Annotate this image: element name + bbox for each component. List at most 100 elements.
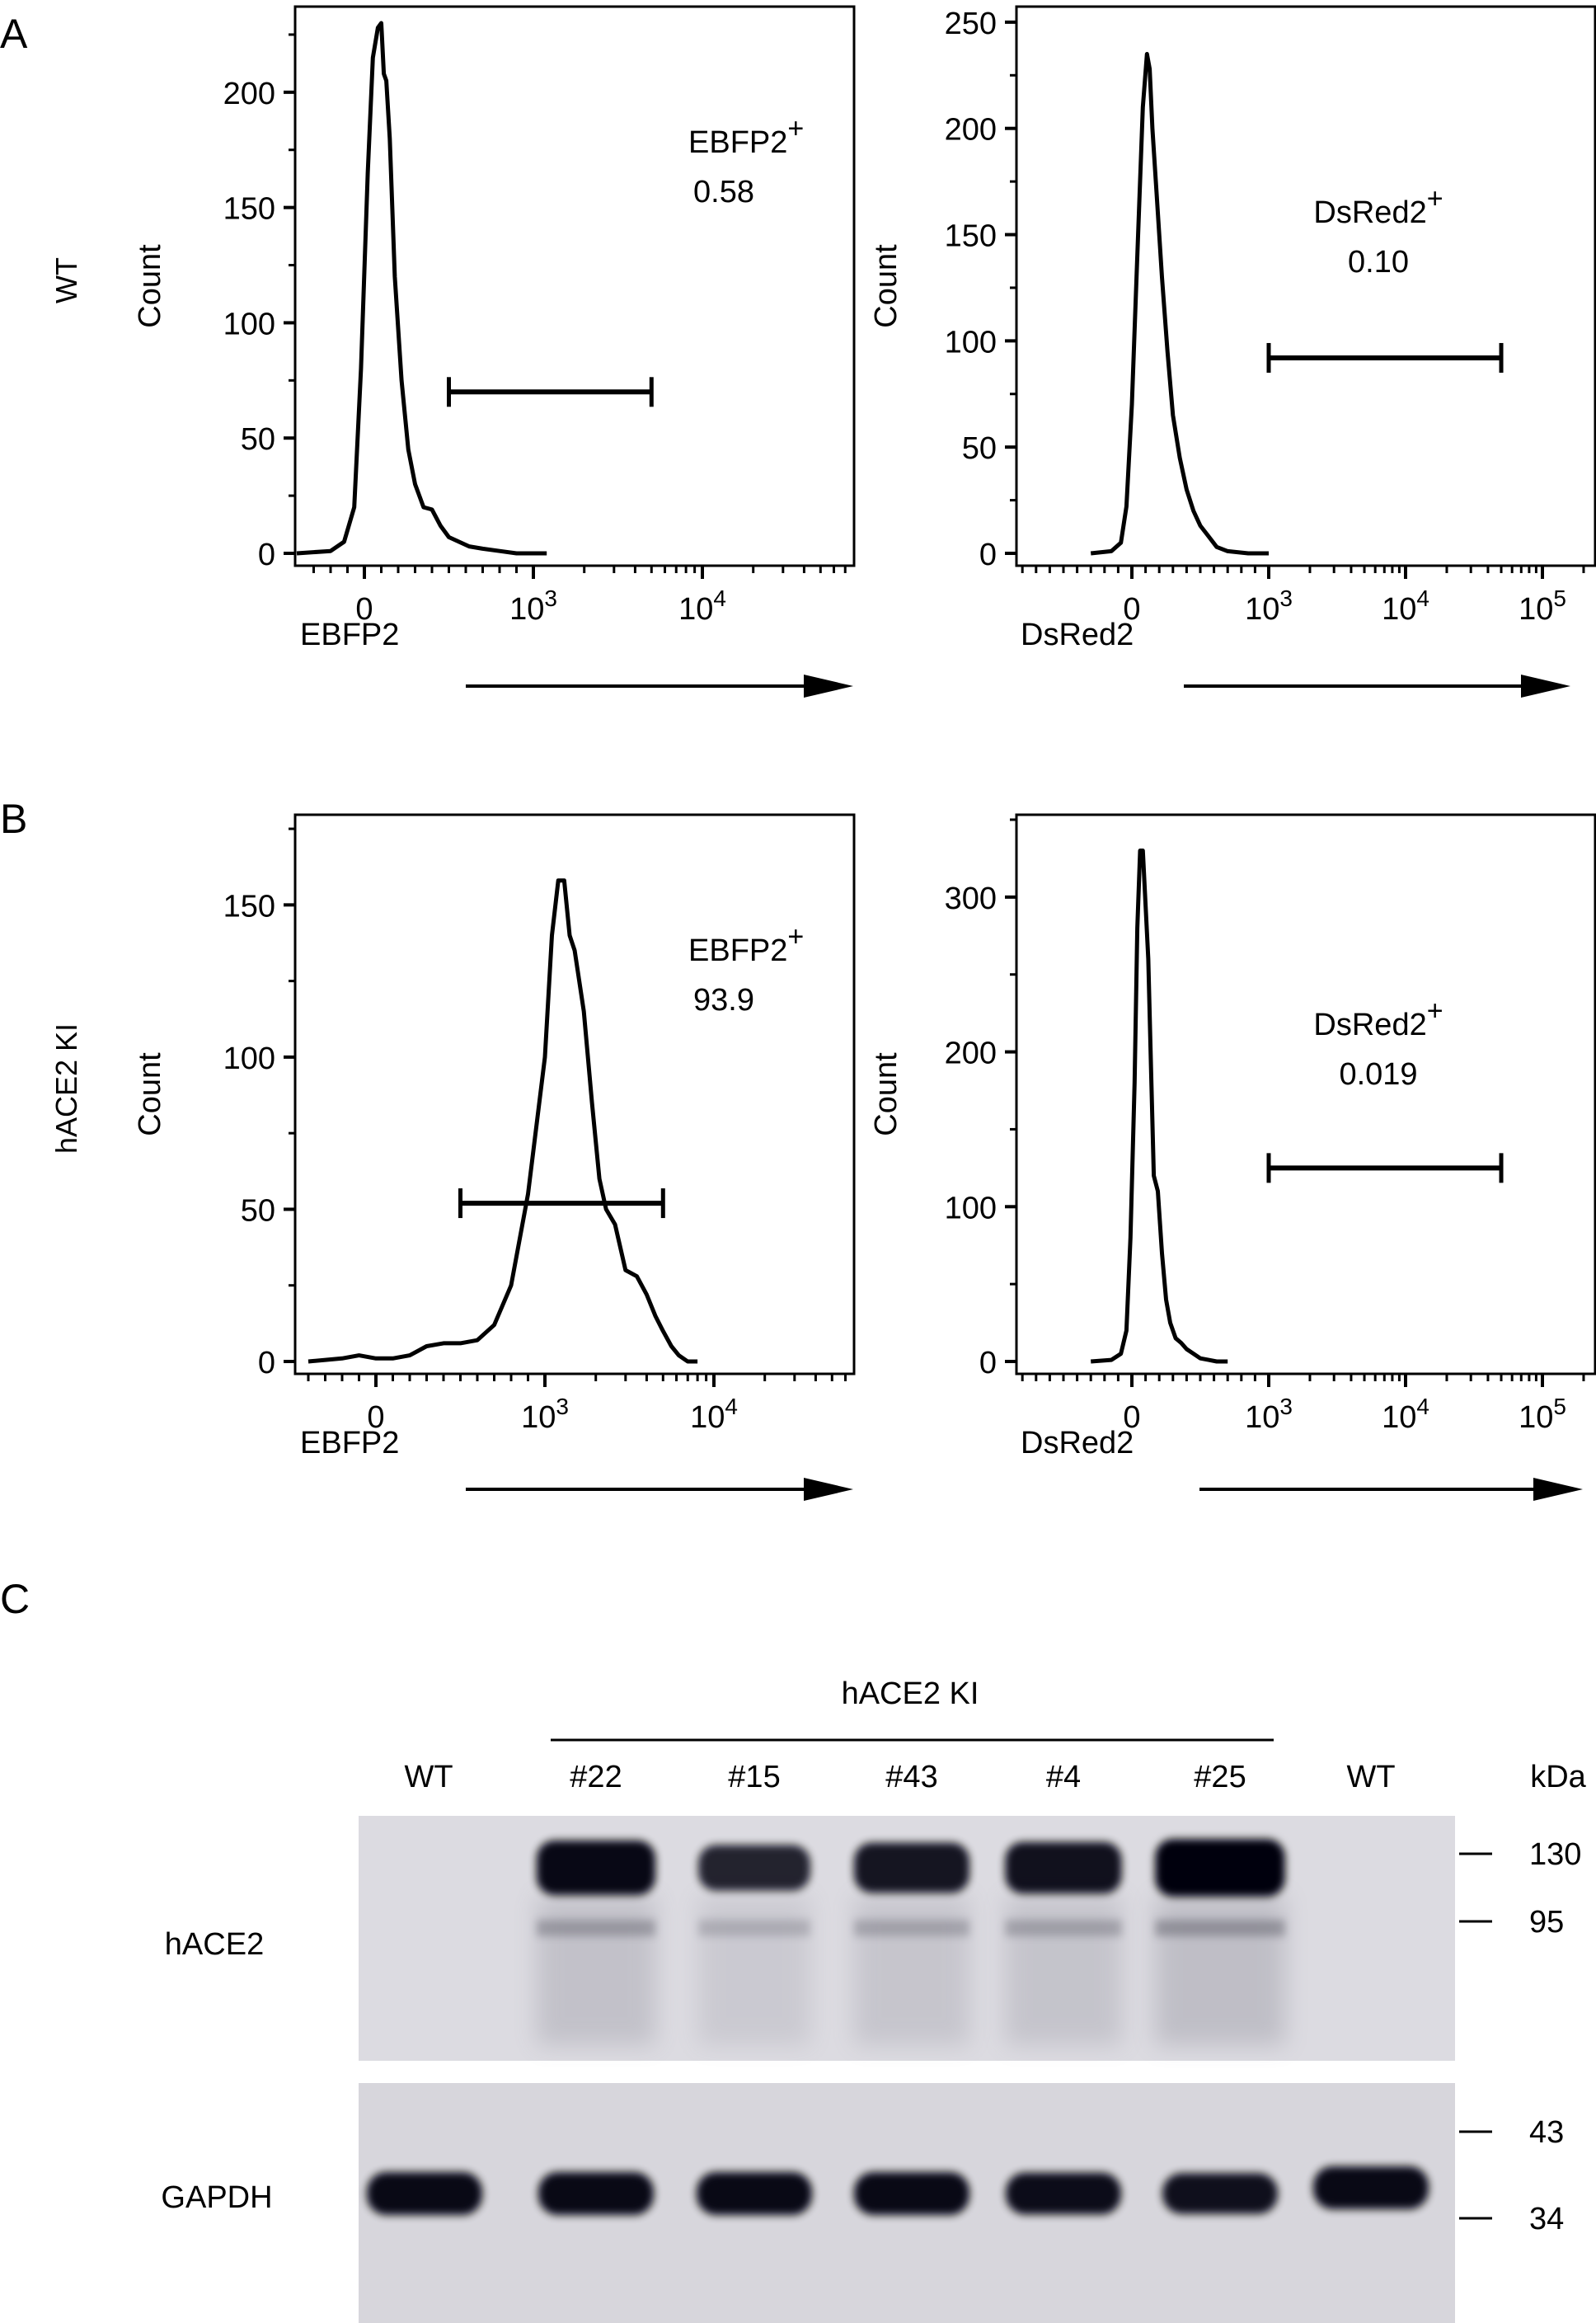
y-axis-label: Count: [869, 1052, 904, 1136]
x-tick-label: 103: [509, 585, 557, 627]
x-tick-label: 105: [1519, 1394, 1566, 1435]
y-tick-label: 200: [945, 1037, 997, 1071]
western-blot: hACE2 KI kDa hACE2 GAPDH WT #22 #15 #43 #4 #2…: [161, 1676, 1587, 2323]
blot-lane-label: #22: [570, 1760, 622, 1794]
histogram-a-ebfp2: 0 50 100 150 200 Count 0 103 104 EBFP2 EBFP2+ 0.58: [133, 5, 856, 698]
y-tick-label: 100: [945, 1191, 997, 1225]
blot-band-hace2: [854, 1842, 969, 1893]
blot-band-hace2: [1155, 1839, 1285, 1897]
y-axis-label: Count: [133, 1052, 167, 1136]
plot-frame: [293, 813, 856, 1375]
panel-letter-a: A: [0, 11, 28, 57]
y-tick-label: 300: [945, 882, 997, 916]
blot-lane-label: #4: [1046, 1760, 1081, 1794]
x-tick-label: 104: [690, 1394, 738, 1435]
blot-band-gapdh: [697, 2171, 812, 2216]
y-tick-label: 200: [223, 77, 275, 111]
blot-faint-band: [854, 1920, 969, 1936]
blot-band-gapdh: [538, 2171, 654, 2216]
y-tick-label: 250: [945, 7, 997, 41]
x-tick-label: 0: [355, 592, 373, 627]
gate-percentage: 0.58: [693, 175, 754, 209]
marker-label-95: 95: [1529, 1905, 1564, 1940]
y-tick-label: 0: [258, 1346, 275, 1380]
gate-percentage: 0.10: [1348, 245, 1409, 280]
blot-lane-label: WT: [404, 1760, 453, 1794]
blot-smear: [698, 1897, 810, 2045]
y-tick-label: 50: [962, 431, 997, 466]
blot-lane-label: #25: [1194, 1760, 1246, 1794]
y-tick-label: 0: [979, 538, 997, 572]
blot-faint-band: [1155, 1920, 1285, 1936]
gate-label: EBFP2+: [688, 113, 804, 160]
blot-band-hace2: [1005, 1841, 1122, 1894]
blot-band-gapdh: [854, 2171, 969, 2216]
row-label-wt: WT: [49, 257, 83, 303]
blot-band-gapdh: [1006, 2172, 1121, 2215]
x-tick-label: 103: [1245, 1394, 1293, 1435]
blot-row-label-hace2: hACE2: [165, 1927, 264, 1962]
y-tick-label: 100: [223, 307, 275, 341]
blot-lane-label: #43: [885, 1760, 937, 1794]
histogram-line: [1091, 849, 1228, 1364]
x-tick-label: 0: [1123, 592, 1140, 627]
blot-lanes: WT #22 #15 #43 #4 #25 WT: [367, 1760, 1429, 2216]
x-tick-label: 0: [1123, 1400, 1140, 1435]
gate-percentage: 93.9: [693, 983, 754, 1018]
blot-band-gapdh: [1162, 2173, 1278, 2214]
histogram-b-dsred2: 0 100 200 300 Count 0 103 104 105 DsRed2 DsRed2+ 0.…: [869, 813, 1596, 1501]
y-tick-label: 150: [945, 219, 997, 254]
blot-faint-band: [1005, 1920, 1122, 1936]
x-axis-label: EBFP2: [300, 1426, 399, 1460]
histogram-line: [1090, 52, 1269, 556]
y-tick-label: 200: [945, 113, 997, 148]
blot-faint-band: [536, 1920, 656, 1936]
gate-percentage: 0.019: [1339, 1057, 1417, 1092]
x-axis-label: EBFP2: [300, 618, 399, 652]
gate-label: EBFP2+: [688, 921, 804, 968]
x-axis-arrow-head: [804, 1478, 853, 1501]
blot-lane-label: #15: [728, 1760, 780, 1794]
y-tick-label: 50: [241, 1193, 275, 1228]
histogram-line: [296, 21, 547, 556]
blot-row-label-gapdh: GAPDH: [161, 2180, 272, 2215]
plot-frame: [293, 5, 856, 567]
y-tick-label: 150: [223, 192, 275, 227]
blot-band-gapdh: [1313, 2165, 1429, 2210]
x-tick-label: 105: [1519, 585, 1566, 627]
blot-smear: [1005, 1897, 1122, 2045]
blot-smear: [536, 1897, 656, 2045]
blot-smear: [854, 1897, 969, 2045]
blot-band-hace2: [698, 1845, 810, 1891]
gate-label: DsRed2+: [1313, 995, 1443, 1042]
y-axis-label: Count: [133, 244, 167, 328]
y-tick-label: 100: [945, 325, 997, 360]
y-tick-label: 0: [258, 538, 275, 572]
histogram-a-dsred2: 0 50 100 150 200 250 Count 0 103 104 105 DsRed2 DsRe…: [869, 5, 1596, 698]
blot-smear: [1155, 1897, 1285, 2045]
histogram-plots: 0 50 100 150 200 Count 0 103 104 EBFP2 EBFP2+ 0.58 0…: [133, 5, 1596, 1501]
x-tick-label: 0: [367, 1400, 384, 1435]
marker-label-34: 34: [1529, 2202, 1564, 2236]
row-label-hace2-ki: hACE2 KI: [49, 1023, 83, 1154]
x-axis-label: DsRed2: [1021, 618, 1134, 652]
y-tick-label: 0: [979, 1346, 997, 1380]
marker-label-130: 130: [1529, 1837, 1581, 1872]
marker-label-43: 43: [1529, 2115, 1564, 2150]
histogram-line: [307, 878, 698, 1364]
x-axis-arrow-head: [1521, 675, 1570, 698]
blot-group-label: hACE2 KI: [842, 1676, 979, 1711]
x-axis-arrow-head: [1533, 1478, 1583, 1501]
plot-frame: [1015, 5, 1596, 567]
blot-lane-label: WT: [1346, 1760, 1395, 1794]
y-axis-label: Count: [869, 244, 904, 328]
y-tick-label: 100: [223, 1042, 275, 1076]
blot-faint-band: [698, 1920, 810, 1936]
x-tick-label: 104: [1382, 1394, 1429, 1435]
x-tick-label: 103: [521, 1394, 569, 1435]
x-tick-label: 103: [1245, 585, 1293, 627]
panel-letter-c: C: [0, 1576, 30, 1622]
plot-frame: [1015, 813, 1596, 1375]
x-tick-label: 104: [1382, 585, 1429, 627]
